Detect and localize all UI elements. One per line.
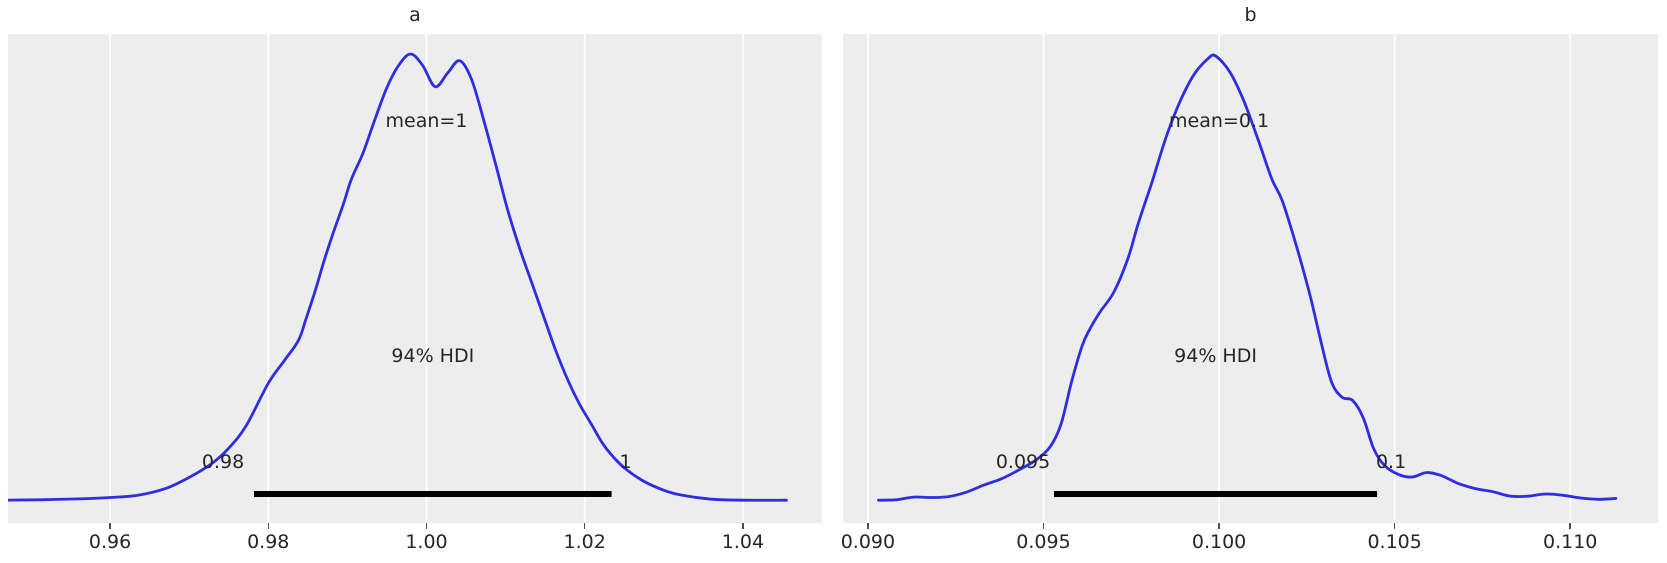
axes-b <box>843 34 1658 523</box>
x-tick-mark <box>425 523 428 529</box>
kde-curve <box>877 53 1618 502</box>
x-tick-mark <box>1569 523 1571 529</box>
x-tick-label: 0.98 <box>247 531 290 553</box>
hdi-upper-value: 1 <box>619 451 632 473</box>
x-tick-label: 0.96 <box>88 531 132 553</box>
x-tick-label: 1.04 <box>721 531 765 553</box>
x-tick-mark <box>267 523 269 529</box>
x-tick-mark <box>583 523 586 529</box>
x-tick-label: 0.105 <box>1367 531 1422 553</box>
mean-label: mean=1 <box>385 110 468 132</box>
plot-title: b <box>1244 4 1257 26</box>
hdi-lower-value: 0.98 <box>201 451 245 473</box>
mean-label: mean=0.1 <box>1169 110 1270 132</box>
plot-title: a <box>409 4 421 26</box>
x-tick-mark <box>1393 523 1396 529</box>
hdi-label: 94% HDI <box>1174 345 1257 367</box>
hdi-upper-value: 0.1 <box>1375 451 1407 473</box>
x-tick-mark <box>109 523 111 529</box>
hdi-lower-value: 0.095 <box>995 451 1051 473</box>
x-tick-mark <box>867 523 869 529</box>
hdi-label: 94% HDI <box>391 345 475 367</box>
x-tick-label: 0.090 <box>840 531 896 553</box>
x-tick-mark <box>1042 523 1045 529</box>
kde-curve <box>8 52 788 502</box>
x-tick-mark <box>1218 523 1220 529</box>
x-tick-label: 0.110 <box>1543 531 1598 553</box>
x-tick-label: 1.00 <box>405 531 448 553</box>
x-tick-label: 0.100 <box>1191 531 1247 553</box>
axes-a <box>8 34 822 523</box>
x-tick-label: 1.02 <box>563 531 606 553</box>
x-tick-label: 0.095 <box>1016 531 1071 553</box>
x-tick-mark <box>742 523 744 529</box>
